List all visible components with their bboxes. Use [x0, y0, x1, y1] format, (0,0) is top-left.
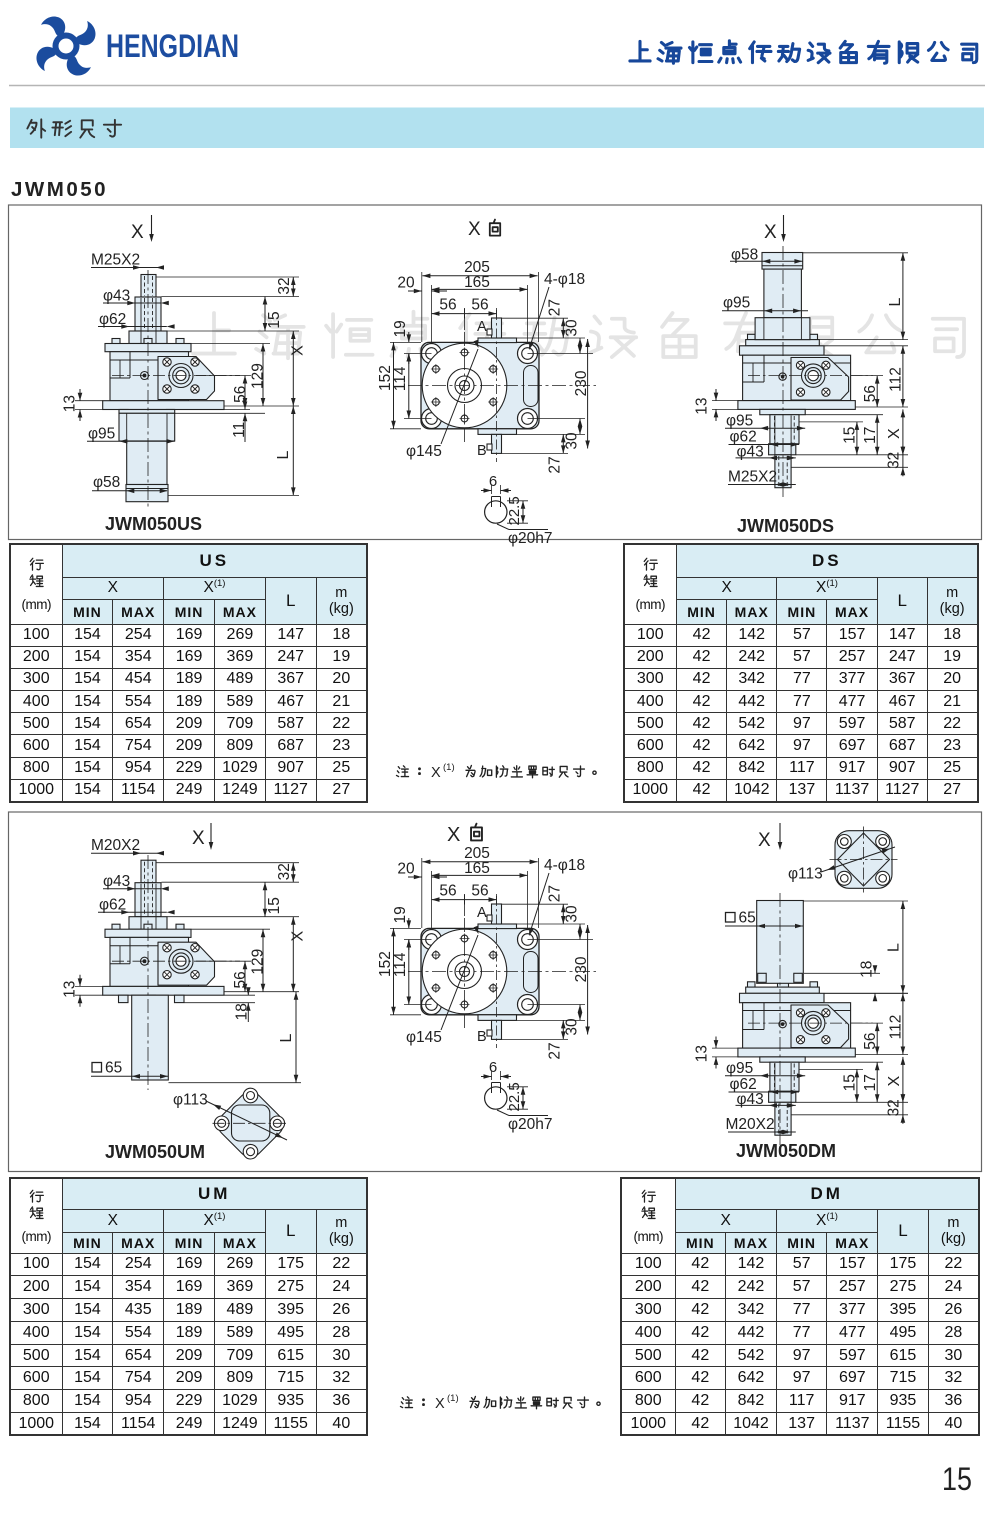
svg-text:M25X2: M25X2 — [91, 252, 140, 269]
svg-text:HENGDIAN: HENGDIAN — [106, 29, 239, 65]
svg-text:32: 32 — [276, 277, 293, 294]
svg-text:JWM050UM: JWM050UM — [105, 1142, 205, 1162]
svg-text:56: 56 — [862, 385, 879, 402]
svg-text:φ62: φ62 — [730, 429, 757, 446]
svg-text:X: X — [447, 824, 460, 846]
svg-text:X: X — [131, 222, 144, 243]
svg-text:(1): (1) — [443, 762, 455, 773]
svg-text:X: X — [468, 219, 481, 240]
svg-text:65: 65 — [739, 910, 756, 927]
svg-text:13: 13 — [62, 395, 79, 412]
svg-text:JWM050DS: JWM050DS — [737, 516, 834, 536]
svg-text:φ145: φ145 — [406, 443, 442, 460]
svg-text:φ58: φ58 — [93, 474, 120, 491]
svg-text:φ20h7: φ20h7 — [508, 530, 553, 547]
svg-text:129: 129 — [250, 363, 267, 389]
svg-text:11: 11 — [231, 422, 248, 438]
svg-text:4-φ18: 4-φ18 — [544, 271, 585, 288]
svg-text:φ113: φ113 — [788, 866, 823, 883]
svg-text:(1): (1) — [447, 1393, 459, 1404]
svg-text:L: L — [887, 297, 904, 306]
svg-text:X: X — [290, 345, 307, 356]
svg-text:230: 230 — [573, 370, 590, 396]
svg-text:56: 56 — [471, 297, 488, 314]
svg-text:φ113: φ113 — [173, 1092, 208, 1109]
svg-text:B: B — [477, 443, 487, 459]
svg-text:20: 20 — [397, 275, 415, 292]
svg-text:27: 27 — [547, 456, 564, 473]
svg-text:19: 19 — [392, 320, 409, 337]
svg-text:30: 30 — [563, 319, 580, 337]
svg-text:15: 15 — [841, 427, 858, 444]
svg-text:205: 205 — [464, 259, 490, 276]
svg-text:17: 17 — [862, 427, 879, 444]
svg-text:165: 165 — [464, 274, 490, 291]
svg-text:X: X — [435, 1396, 445, 1412]
svg-text:152: 152 — [377, 365, 394, 391]
svg-text:φ43: φ43 — [103, 288, 130, 305]
svg-text:φ43: φ43 — [737, 443, 764, 460]
svg-text:JWM050: JWM050 — [11, 178, 108, 201]
svg-text:65: 65 — [105, 1060, 122, 1077]
svg-text:13: 13 — [693, 397, 710, 414]
svg-text:15: 15 — [266, 311, 283, 328]
svg-text:φ95: φ95 — [88, 426, 115, 443]
svg-text:X: X — [431, 765, 441, 781]
svg-text:φ95: φ95 — [723, 295, 750, 312]
svg-text:φ95: φ95 — [726, 413, 753, 430]
svg-text:114: 114 — [392, 366, 409, 391]
svg-text:X: X — [886, 428, 903, 439]
svg-text:15: 15 — [942, 1462, 972, 1498]
svg-text:JWM050US: JWM050US — [105, 514, 202, 534]
svg-text:56: 56 — [232, 386, 249, 403]
svg-text:M25X2: M25X2 — [728, 469, 777, 486]
svg-text:M20X2: M20X2 — [91, 837, 140, 854]
svg-text:32: 32 — [885, 452, 902, 469]
svg-text:6: 6 — [489, 473, 497, 490]
svg-text:M20X2: M20X2 — [726, 1116, 775, 1133]
svg-text:JWM050DM: JWM050DM — [736, 1141, 836, 1161]
svg-text:A: A — [477, 319, 487, 335]
svg-text:56: 56 — [439, 297, 456, 314]
svg-text:22.5: 22.5 — [506, 496, 523, 525]
svg-text:X: X — [192, 828, 205, 849]
svg-text:L: L — [886, 943, 903, 952]
svg-text:27: 27 — [547, 299, 564, 316]
svg-text:φ62: φ62 — [99, 311, 126, 328]
svg-text:112: 112 — [888, 367, 905, 392]
svg-text:L: L — [275, 450, 292, 459]
svg-text:X: X — [764, 222, 777, 243]
svg-text:L: L — [278, 1033, 295, 1042]
svg-text:18: 18 — [233, 1003, 250, 1020]
svg-text:X: X — [758, 830, 771, 851]
svg-text:φ58: φ58 — [731, 247, 758, 264]
svg-text:18: 18 — [858, 961, 875, 978]
svg-text:30: 30 — [563, 432, 580, 450]
